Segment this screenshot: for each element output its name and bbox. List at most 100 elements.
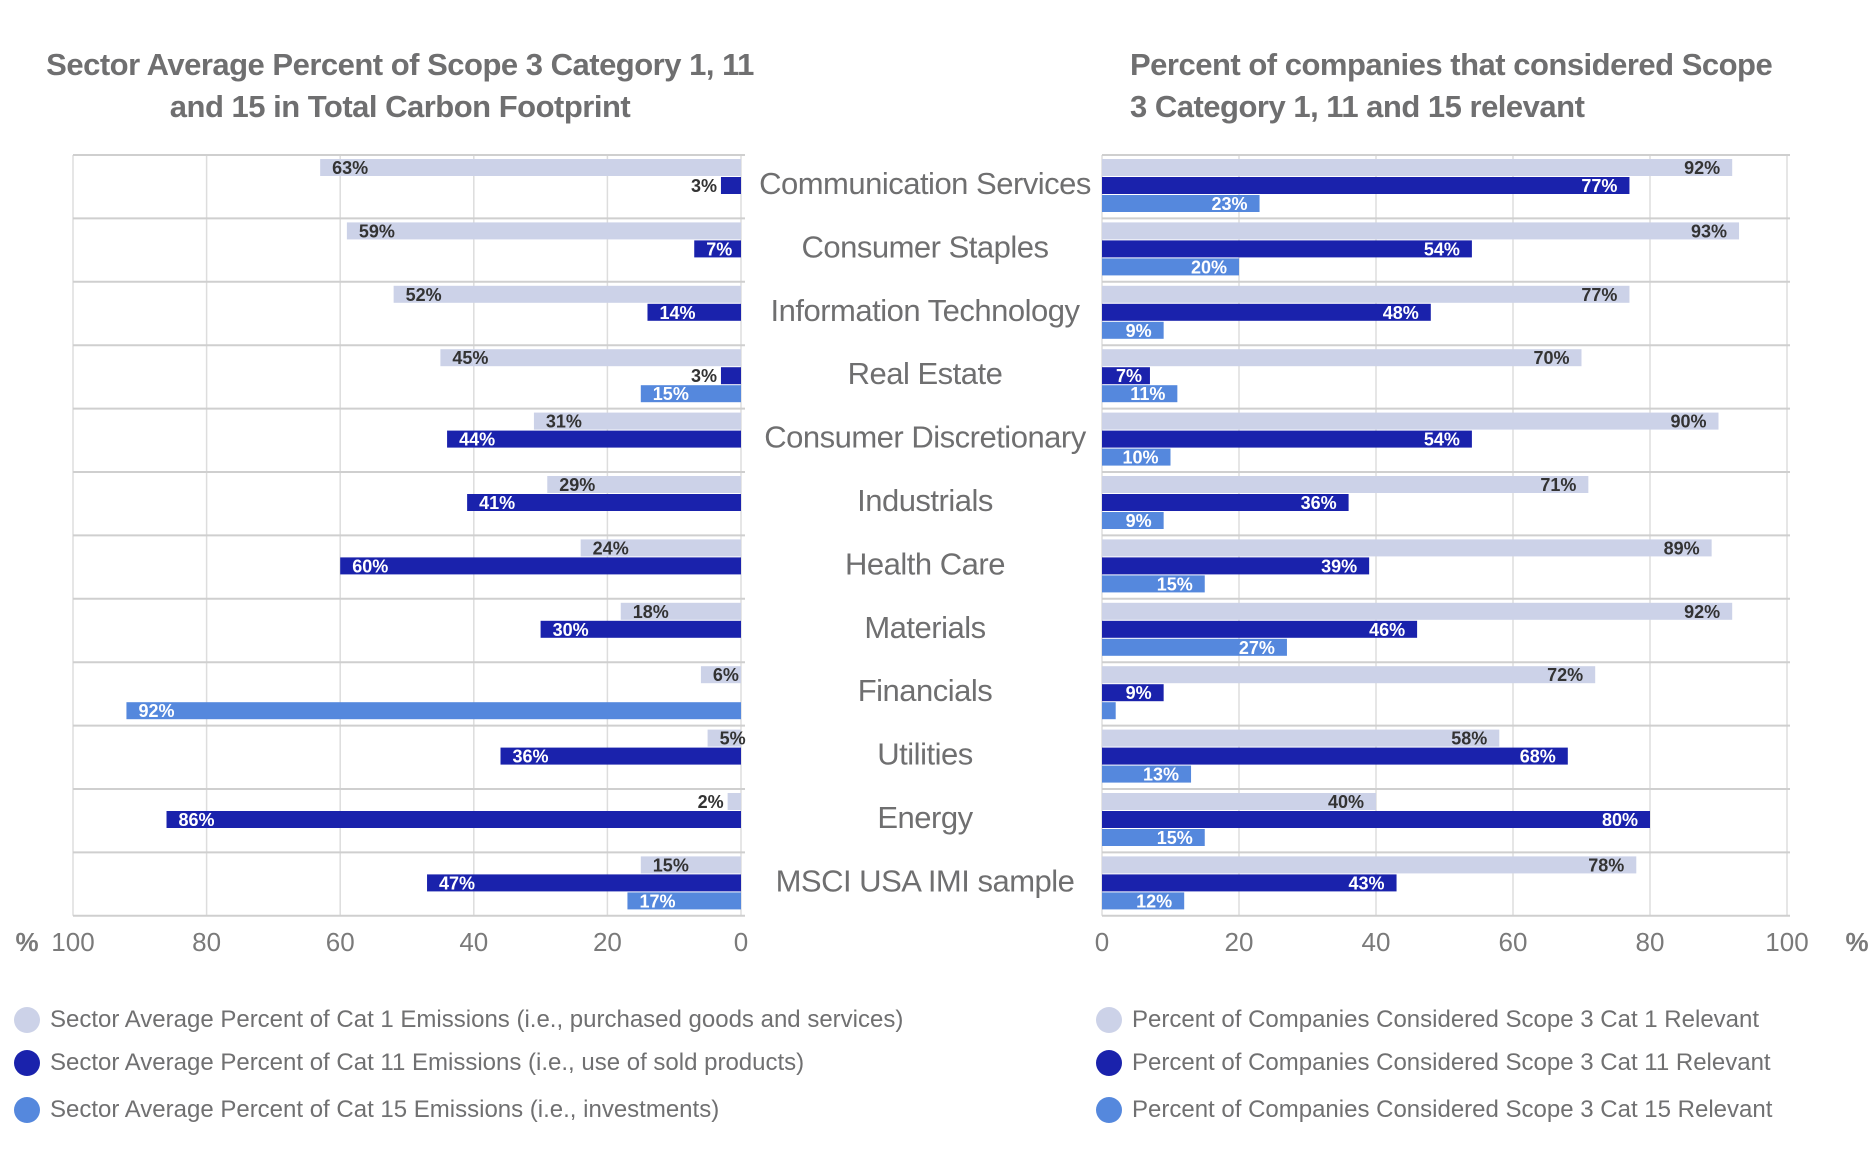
- left-tick-label: 60: [326, 927, 355, 957]
- left-data-label: 60%: [352, 556, 388, 576]
- left-bar-cat1: [393, 285, 741, 303]
- right-data-label: 36%: [1301, 493, 1337, 513]
- right-bar-cat11: [1102, 811, 1650, 828]
- left-data-label: 15%: [653, 855, 689, 875]
- right-data-label: 58%: [1451, 729, 1487, 749]
- right-data-label: 72%: [1547, 665, 1583, 685]
- legend-label: Sector Average Percent of Cat 1 Emission…: [50, 1005, 904, 1033]
- right-data-label: 23%: [1212, 194, 1248, 214]
- right-data-label: 27%: [1239, 638, 1275, 658]
- right-bar-cat1: [1102, 666, 1596, 684]
- left-bar-cat1: [547, 476, 741, 493]
- legend-swatch-cat11: [1096, 1049, 1122, 1076]
- right-data-label: 54%: [1424, 430, 1460, 450]
- legend-label: Sector Average Percent of Cat 15 Emissio…: [50, 1095, 720, 1123]
- left-data-label: 52%: [406, 285, 442, 305]
- right-tick-label: 60: [1499, 927, 1528, 957]
- category-label: Health Care: [845, 546, 1005, 581]
- left-bar-cat11: [694, 240, 741, 258]
- right-data-label: 48%: [1383, 303, 1419, 323]
- right-bar-cat15: [1102, 575, 1205, 593]
- left-legend: Sector Average Percent of Cat 1 Emission…: [14, 998, 903, 1131]
- right-bar-cat1: [1102, 222, 1740, 240]
- left-data-label: 5%: [720, 729, 746, 749]
- right-data-label: 92%: [1684, 602, 1720, 622]
- right-data-label: 46%: [1369, 620, 1405, 640]
- left-bar-cat15: [627, 892, 741, 910]
- right-tick-label: 100: [1765, 927, 1808, 957]
- left-chart-title: Sector Average Percent of Scope 3 Catego…: [46, 47, 754, 124]
- left-bar-cat11: [647, 303, 741, 321]
- right-bar-cat11: [1102, 684, 1164, 702]
- left-bar-cat15: [126, 702, 741, 720]
- right-bar-cat11: [1102, 494, 1349, 511]
- right-bar-cat1: [1102, 856, 1637, 874]
- right-data-label: 9%: [1126, 511, 1152, 531]
- left-data-label: 29%: [559, 475, 595, 495]
- right-bar-cat15: [1102, 638, 1287, 656]
- right-bar-cat15: [1102, 258, 1239, 276]
- category-label: Information Technology: [771, 293, 1081, 328]
- left-bar-cat11: [467, 494, 741, 511]
- legend-swatch-cat11: [14, 1049, 40, 1076]
- left-tick-label: 40: [459, 927, 488, 957]
- legend-swatch-cat1: [1096, 1006, 1122, 1033]
- legend-item-cat11: Sector Average Percent of Cat 11 Emissio…: [14, 1041, 903, 1084]
- right-bar-cat15: [1102, 765, 1192, 783]
- left-tick-label: 20: [593, 927, 622, 957]
- right-data-label: 71%: [1540, 475, 1576, 495]
- category-label: Materials: [864, 610, 985, 645]
- left-bar-cat1: [700, 666, 741, 684]
- left-bar-cat11: [166, 811, 741, 828]
- legend-item-cat15: Sector Average Percent of Cat 15 Emissio…: [14, 1088, 903, 1131]
- right-bar-cat1: [1102, 349, 1582, 367]
- right-data-label: 15%: [1157, 828, 1193, 848]
- left-data-label: 86%: [179, 810, 215, 830]
- right-bar-cat1: [1102, 159, 1733, 176]
- right-bar-cat11: [1102, 430, 1472, 448]
- category-label: MSCI USA IMI sample: [776, 863, 1075, 898]
- left-data-label: 41%: [479, 493, 515, 513]
- left-bar-cat1: [580, 539, 741, 557]
- left-bar-cat11: [720, 367, 741, 385]
- left-data-label: 3%: [691, 176, 717, 196]
- left-data-label: 59%: [359, 221, 395, 241]
- category-label: Energy: [877, 800, 973, 835]
- left-data-label: 18%: [633, 602, 669, 622]
- right-bar-cat15: [1102, 512, 1164, 529]
- left-bar-cat1: [440, 349, 741, 367]
- category-label: Financials: [858, 673, 993, 708]
- right-bar-cat1: [1102, 602, 1733, 620]
- left-data-label: 30%: [553, 620, 589, 640]
- left-bar-cat11: [427, 874, 741, 892]
- right-tick-label: 20: [1225, 927, 1254, 957]
- right-data-label: 92%: [1684, 158, 1720, 178]
- legend-label: Percent of Companies Considered Scope 3 …: [1132, 1048, 1771, 1076]
- right-chart-title: Percent of companies that considered Sco…: [1130, 47, 1773, 124]
- left-bar-cat11: [447, 430, 741, 448]
- legend-item-cat1: Sector Average Percent of Cat 1 Emission…: [14, 998, 903, 1041]
- left-bar-cat15: [640, 385, 741, 403]
- left-bar-cat11: [340, 557, 741, 575]
- left-bar-cat1: [533, 412, 741, 430]
- left-data-label: 24%: [593, 538, 629, 558]
- right-data-label: 7%: [1116, 366, 1142, 386]
- right-data-label: 10%: [1122, 448, 1158, 468]
- right-bar-cat15: [1102, 321, 1164, 339]
- legend-label: Percent of Companies Considered Scope 3 …: [1132, 1005, 1760, 1033]
- right-bar-cat15: [1102, 195, 1260, 212]
- left-data-label: 2%: [698, 792, 724, 812]
- right-bar-cat15: [1102, 829, 1205, 846]
- legend-item-cat11: Percent of Companies Considered Scope 3 …: [1096, 1041, 1772, 1084]
- right-bar-cat1: [1102, 476, 1589, 493]
- right-axis-unit-label: %: [1845, 927, 1868, 957]
- right-bar-cat15: [1102, 702, 1116, 720]
- right-tick-label: 40: [1362, 927, 1391, 957]
- right-bar-cat1: [1102, 412, 1719, 430]
- legend-label: Sector Average Percent of Cat 11 Emissio…: [50, 1048, 805, 1076]
- left-bar-cat1: [707, 729, 741, 747]
- right-data-label: 78%: [1588, 855, 1624, 875]
- right-bar-cat11: [1102, 557, 1370, 575]
- right-data-label: 90%: [1670, 412, 1706, 432]
- right-bar-cat15: [1102, 892, 1185, 910]
